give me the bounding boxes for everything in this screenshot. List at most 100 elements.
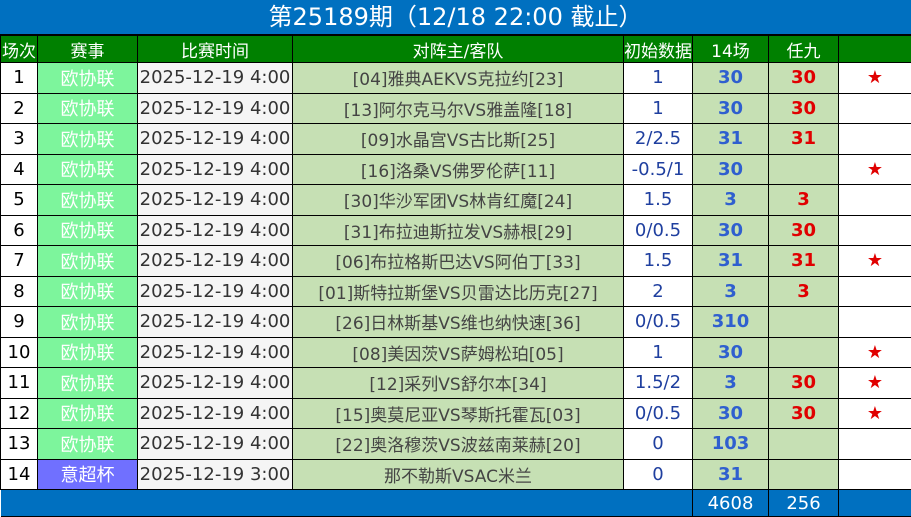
footer-cell — [293, 490, 624, 517]
match-time: 2025-12-19 4:00 — [138, 307, 293, 338]
pick-14: 30 — [693, 154, 769, 185]
pick-14: 31 — [693, 246, 769, 277]
column-header: 赛事 — [38, 36, 138, 63]
initial-odds: 1.5 — [624, 246, 693, 277]
match-time: 2025-12-19 4:00 — [138, 429, 293, 460]
initial-odds: 0 — [624, 459, 693, 490]
pick-r9: 30 — [769, 93, 839, 124]
match-number: 9 — [1, 307, 38, 338]
pick-14: 103 — [693, 429, 769, 460]
match-number: 13 — [1, 429, 38, 460]
initial-odds: 0/0.5 — [624, 215, 693, 246]
column-header: 对阵主/客队 — [293, 36, 624, 63]
initial-odds: 1 — [624, 63, 693, 94]
match-number: 1 — [1, 63, 38, 94]
pick-r9 — [769, 337, 839, 368]
league: 欧协联 — [38, 368, 138, 399]
teams: [09]水晶宫VS古比斯[25] — [293, 124, 624, 155]
match-time: 2025-12-19 4:00 — [138, 337, 293, 368]
pick-14: 30 — [693, 63, 769, 94]
league: 欧协联 — [38, 429, 138, 460]
teams: [04]雅典AEKVS克拉约[23] — [293, 63, 624, 94]
match-time: 2025-12-19 4:00 — [138, 398, 293, 429]
match-number: 8 — [1, 276, 38, 307]
column-header: 比赛时间 — [138, 36, 293, 63]
pick-14: 30 — [693, 398, 769, 429]
match-number: 14 — [1, 459, 38, 490]
pick-r9: 30 — [769, 63, 839, 94]
pick-14: 3 — [693, 276, 769, 307]
star-icon — [839, 215, 911, 246]
league: 欧协联 — [38, 63, 138, 94]
match-number: 12 — [1, 398, 38, 429]
column-header: 场次 — [1, 36, 38, 63]
pick-r9: 31 — [769, 124, 839, 155]
footer-cell — [38, 490, 138, 517]
pick-14: 3 — [693, 368, 769, 399]
match-time: 2025-12-19 4:00 — [138, 368, 293, 399]
match-time: 2025-12-19 4:00 — [138, 185, 293, 216]
column-header — [839, 36, 911, 63]
league: 意超杯 — [38, 459, 138, 490]
pick-r9: 3 — [769, 276, 839, 307]
pick-r9 — [769, 429, 839, 460]
pick-r9: 30 — [769, 215, 839, 246]
league: 欧协联 — [38, 276, 138, 307]
match-time: 2025-12-19 4:00 — [138, 215, 293, 246]
teams: [16]洛桑VS佛罗伦萨[11] — [293, 154, 624, 185]
total-14: 4608 — [693, 490, 769, 517]
teams: [31]布拉迪斯拉发VS赫根[29] — [293, 215, 624, 246]
league: 欧协联 — [38, 185, 138, 216]
match-number: 6 — [1, 215, 38, 246]
pick-r9 — [769, 459, 839, 490]
star-icon — [839, 459, 911, 490]
match-time: 2025-12-19 4:00 — [138, 63, 293, 94]
league: 欧协联 — [38, 154, 138, 185]
teams: [15]奥莫尼亚VS琴斯托霍瓦[03] — [293, 398, 624, 429]
league: 欧协联 — [38, 307, 138, 338]
column-header: 14场 — [693, 36, 769, 63]
teams: [22]奥洛穆茨VS波兹南莱赫[20] — [293, 429, 624, 460]
match-number: 2 — [1, 93, 38, 124]
match-time: 2025-12-19 4:00 — [138, 124, 293, 155]
pick-14: 30 — [693, 93, 769, 124]
pick-14: 30 — [693, 215, 769, 246]
column-header: 任九 — [769, 36, 839, 63]
teams: [13]阿尔克马尔VS雅盖隆[18] — [293, 93, 624, 124]
initial-odds: 0 — [624, 429, 693, 460]
pick-r9: 30 — [769, 368, 839, 399]
league: 欧协联 — [38, 215, 138, 246]
initial-odds: 1.5 — [624, 185, 693, 216]
star-icon — [839, 429, 911, 460]
footer-cell — [624, 490, 693, 517]
match-number: 3 — [1, 124, 38, 155]
pick-r9: 3 — [769, 185, 839, 216]
teams: 那不勒斯VSAC米兰 — [293, 459, 624, 490]
league: 欧协联 — [38, 337, 138, 368]
initial-odds: 1 — [624, 93, 693, 124]
pick-r9: 31 — [769, 246, 839, 277]
pick-14: 31 — [693, 459, 769, 490]
star-icon — [839, 93, 911, 124]
star-icon: ★ — [839, 368, 911, 399]
initial-odds: 2/2.5 — [624, 124, 693, 155]
initial-odds: 1 — [624, 337, 693, 368]
teams: [26]日林斯基VS维也纳快速[36] — [293, 307, 624, 338]
match-time: 2025-12-19 4:00 — [138, 276, 293, 307]
league: 欧协联 — [38, 398, 138, 429]
